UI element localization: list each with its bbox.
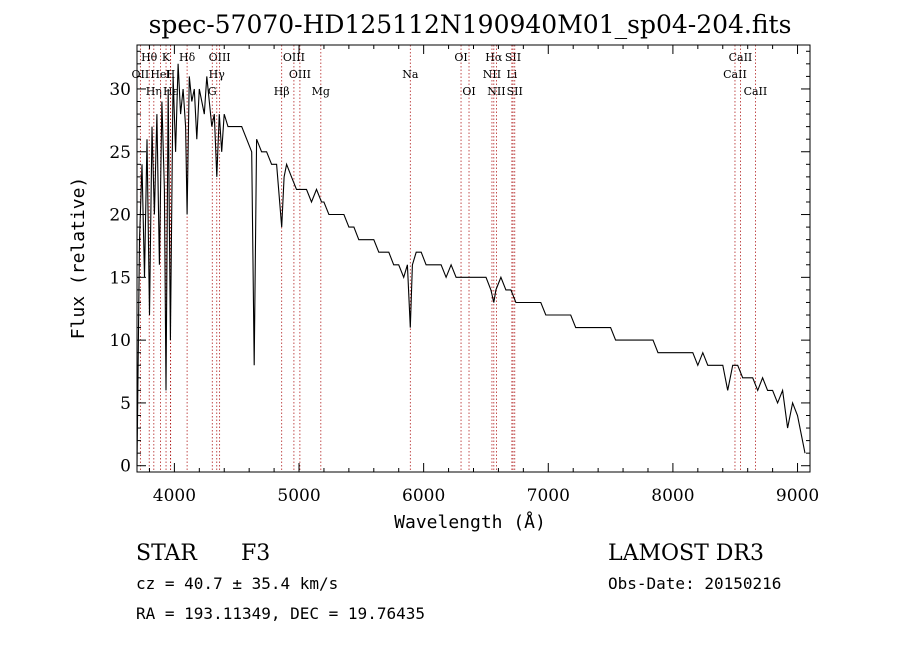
series-line-0 xyxy=(136,63,806,466)
line-label-9: Hγ xyxy=(209,68,226,81)
obs-date-text: Obs-Date: 20150216 xyxy=(608,574,781,593)
x-axis-ticks: 4000 5000 6000 7000 8000 9000 xyxy=(148,45,819,506)
line-label-7: H xyxy=(166,68,176,81)
y-tick-label-4: 20 xyxy=(109,206,131,226)
line-label-3: K xyxy=(162,51,171,64)
line-label-1: OII xyxy=(132,68,150,81)
x-tick-label-2: 6000 xyxy=(402,486,445,506)
line-label-13: OIII xyxy=(289,68,311,81)
line-label-8: OIII xyxy=(209,51,231,64)
x-tick-label-3: 7000 xyxy=(527,486,570,506)
line-label-15: Na xyxy=(402,68,419,81)
y-axis-label: Flux (relative) xyxy=(68,177,89,340)
coordinates-text: RA = 193.11349, DEC = 19.76435 xyxy=(136,604,425,623)
y-axis-ticks: 0 5 10 15 20 25 30 xyxy=(109,50,810,477)
line-label-14: Mg xyxy=(312,85,330,98)
redshift-text: cz = 40.7 ± 35.4 km/s xyxy=(136,574,338,593)
line-label-0: Hθ xyxy=(141,51,158,64)
line-label-6: Hδ xyxy=(179,51,196,64)
line-label-22: Li xyxy=(506,68,517,81)
x-axis-label: Wavelength (Å) xyxy=(394,511,546,533)
line-label-12: OIII xyxy=(283,51,305,64)
series-layer xyxy=(136,63,806,466)
x-tick-label-5: 9000 xyxy=(776,486,819,506)
y-tick-label-1: 5 xyxy=(120,394,131,414)
line-label-4: HeI xyxy=(150,68,170,81)
line-label-24: CaII xyxy=(729,51,753,64)
y-tick-label-6: 30 xyxy=(109,80,131,100)
survey-label: LAMOST DR3 xyxy=(608,541,764,566)
y-tick-label-2: 10 xyxy=(109,331,131,351)
x-tick-label-0: 4000 xyxy=(153,486,196,506)
line-label-16: OI xyxy=(454,51,467,64)
y-tick-label-5: 25 xyxy=(109,143,131,163)
line-label-25: CaII xyxy=(723,68,747,81)
line-label-21: SII xyxy=(505,51,521,64)
line-label-17: OI xyxy=(462,85,475,98)
line-label-23: SII xyxy=(507,85,523,98)
chart-title: spec-57070-HD125112N190940M01_sp04-204.f… xyxy=(149,10,792,39)
line-label-26: CaII xyxy=(744,85,768,98)
line-label-18: Hα xyxy=(485,51,503,64)
line-label-10: G xyxy=(208,85,217,98)
class-label: STAR xyxy=(136,541,198,566)
line-label-20: NII xyxy=(487,85,505,98)
plot-frame xyxy=(136,44,811,473)
x-tick-label-4: 8000 xyxy=(651,486,694,506)
line-label-19: NII xyxy=(483,68,501,81)
y-tick-label-3: 15 xyxy=(109,268,131,288)
subclass-label: F3 xyxy=(241,541,270,566)
line-label-11: Hβ xyxy=(274,85,290,98)
line-label-2: Hη xyxy=(146,85,162,98)
y-tick-label-0: 0 xyxy=(120,457,131,477)
x-tick-label-1: 5000 xyxy=(277,486,320,506)
